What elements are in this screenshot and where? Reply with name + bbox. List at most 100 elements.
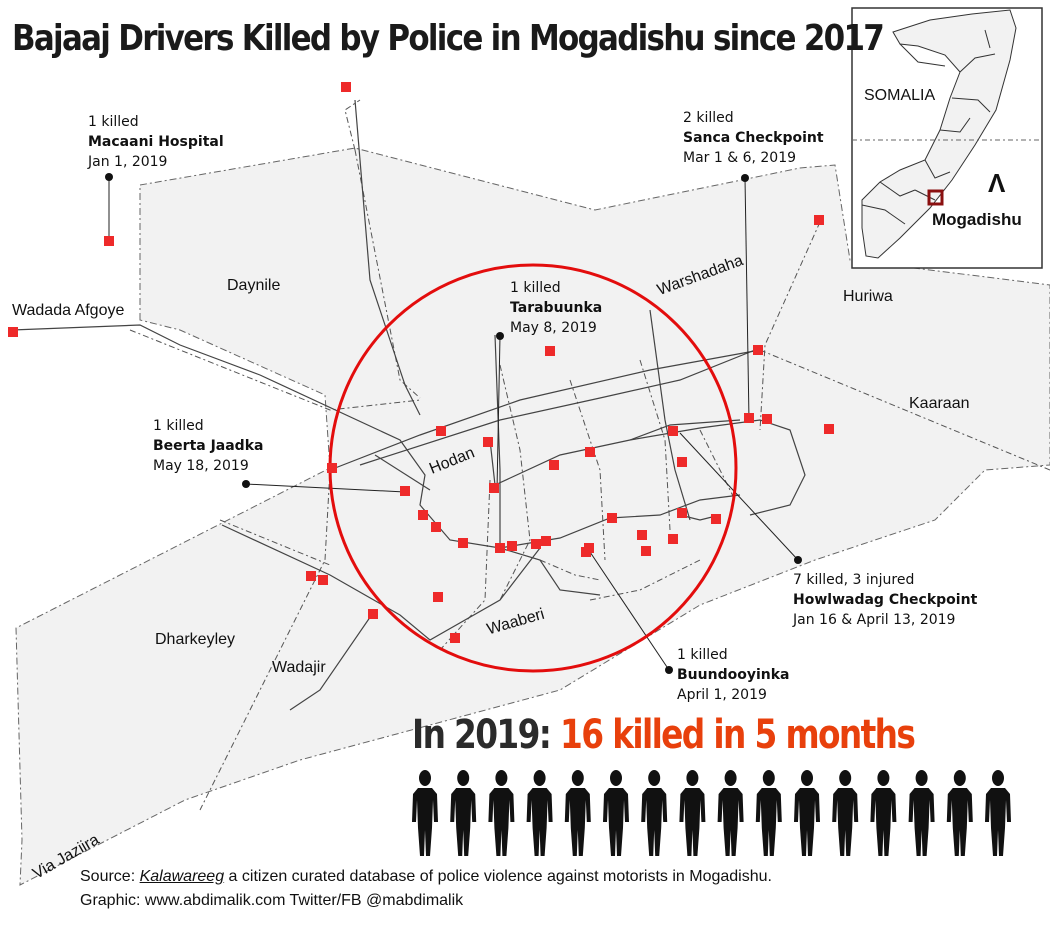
incident-marker <box>431 522 441 532</box>
person-silhouette-icon <box>564 770 591 856</box>
incident-marker <box>744 413 754 423</box>
inset-country-label: SOMALIA <box>864 87 936 104</box>
road-wadada-afgoye: Wadada Afgoye <box>12 302 125 319</box>
incident-marker <box>8 327 18 337</box>
person-silhouette-icon <box>526 770 553 856</box>
stat-lead: In 2019: <box>412 712 561 758</box>
person-silhouette-icon <box>717 770 744 856</box>
district-huriwa: Huriwa <box>843 288 893 305</box>
incident-marker <box>541 536 551 546</box>
incident-marker <box>495 543 505 553</box>
incident-date: Jan 16 & April 13, 2019 <box>793 612 956 628</box>
incident-marker <box>507 541 517 551</box>
incident-marker <box>104 236 114 246</box>
incident-marker <box>668 534 678 544</box>
incident-marker <box>483 437 493 447</box>
city-area <box>15 147 1050 886</box>
incident-count: 1 killed <box>677 647 728 663</box>
person-silhouette-icon <box>755 770 782 856</box>
source-prefix: Source: <box>80 868 140 885</box>
incident-marker <box>549 460 559 470</box>
incident-marker <box>814 215 824 225</box>
incident-marker <box>433 592 443 602</box>
person-silhouette-icon <box>794 770 820 856</box>
incident-marker <box>762 414 772 424</box>
north-arrow-icon: Λ <box>988 168 1006 198</box>
incident-marker <box>824 424 834 434</box>
incident-marker <box>641 546 651 556</box>
incident-marker <box>753 345 763 355</box>
incident-place: Howlwadag Checkpoint <box>793 592 978 608</box>
somalia-outline <box>861 9 1017 259</box>
person-silhouette-icon <box>450 770 477 856</box>
incident-marker <box>668 426 678 436</box>
person-silhouette-icon <box>412 770 438 856</box>
incident-place: Buundooyinka <box>677 667 790 683</box>
incident-marker <box>585 447 595 457</box>
incident-place: Beerta Jaadka <box>153 438 264 454</box>
incident-place: Macaani Hospital <box>88 134 224 150</box>
incident-marker <box>450 633 460 643</box>
incident-marker <box>327 463 337 473</box>
person-silhouette-icon <box>870 770 897 856</box>
incident-marker <box>531 539 541 549</box>
incident-tarabuunka: 1 killed Tarabuunka May 8, 2019 <box>510 278 602 338</box>
incident-date: April 1, 2019 <box>677 687 767 703</box>
leader-lines <box>108 177 799 671</box>
incident-marker <box>318 575 328 585</box>
incident-marker <box>458 538 468 548</box>
incident-macaani-hospital: 1 killed Macaani Hospital Jan 1, 2019 <box>88 112 224 172</box>
people-pictogram-row <box>412 770 1011 856</box>
incident-place: Sanca Checkpoint <box>683 130 824 146</box>
graphic-credit: Graphic: www.abdimalik.com Twitter/FB @m… <box>80 892 464 909</box>
incident-marker <box>607 513 617 523</box>
incident-date: Mar 1 & 6, 2019 <box>683 150 797 166</box>
person-silhouette-icon <box>832 770 859 856</box>
incident-date: Jan 1, 2019 <box>88 154 168 170</box>
district-dharkeyley: Dharkeyley <box>155 631 236 648</box>
person-silhouette-icon <box>488 770 515 856</box>
incident-marker <box>306 571 316 581</box>
source-line: Source: Kalawareeg a citizen curated dat… <box>80 868 772 886</box>
leader-dots <box>105 173 802 674</box>
incident-count: 1 killed <box>153 418 204 434</box>
incident-marker <box>400 486 410 496</box>
incident-markers <box>8 82 834 643</box>
source-rest: a citizen curated database of police vio… <box>224 868 772 885</box>
incident-marker <box>436 426 446 436</box>
district-daynile: Daynile <box>227 277 281 294</box>
stat-highlight: 16 killed in 5 months <box>560 712 916 758</box>
incident-count: 1 killed <box>510 280 561 296</box>
incident-marker <box>489 483 499 493</box>
incident-place: Tarabuunka <box>510 300 603 316</box>
district-wadajir: Wadajir <box>272 659 326 676</box>
person-silhouette-icon <box>603 770 629 856</box>
person-silhouette-icon <box>679 770 706 856</box>
incident-buundooyinka: 1 killed Buundooyinka April 1, 2019 <box>677 645 789 705</box>
incident-date: May 8, 2019 <box>510 320 597 336</box>
incident-count: 2 killed <box>683 110 734 126</box>
incident-marker <box>581 547 591 557</box>
incident-marker <box>637 530 647 540</box>
mogadishu-inset-marker <box>927 189 944 206</box>
incident-marker <box>418 510 428 520</box>
incident-marker <box>368 609 378 619</box>
incident-marker <box>677 457 687 467</box>
district-boundaries <box>129 99 1050 811</box>
incident-howlwadag-checkpoint: 7 killed, 3 injured Howlwadag Checkpoint… <box>793 570 977 630</box>
incident-marker <box>677 508 687 518</box>
incident-sanca-checkpoint: 2 killed Sanca Checkpoint Mar 1 & 6, 201… <box>683 108 824 168</box>
stat-headline: In 2019: 16 killed in 5 months <box>412 712 916 758</box>
person-silhouette-icon <box>908 770 935 856</box>
incident-marker <box>545 346 555 356</box>
map-title: Bajaaj Drivers Killed by Police in Mogad… <box>12 18 885 59</box>
source-database-link[interactable]: Kalawareeg <box>139 868 225 885</box>
person-silhouette-icon <box>985 770 1011 856</box>
incident-count: 7 killed, 3 injured <box>793 572 915 588</box>
incident-marker <box>341 82 351 92</box>
incident-beerta-jaadka: 1 killed Beerta Jaadka May 18, 2019 <box>153 416 263 476</box>
incident-marker <box>711 514 721 524</box>
district-kaaraan: Kaaraan <box>909 395 970 412</box>
person-silhouette-icon <box>641 770 668 856</box>
